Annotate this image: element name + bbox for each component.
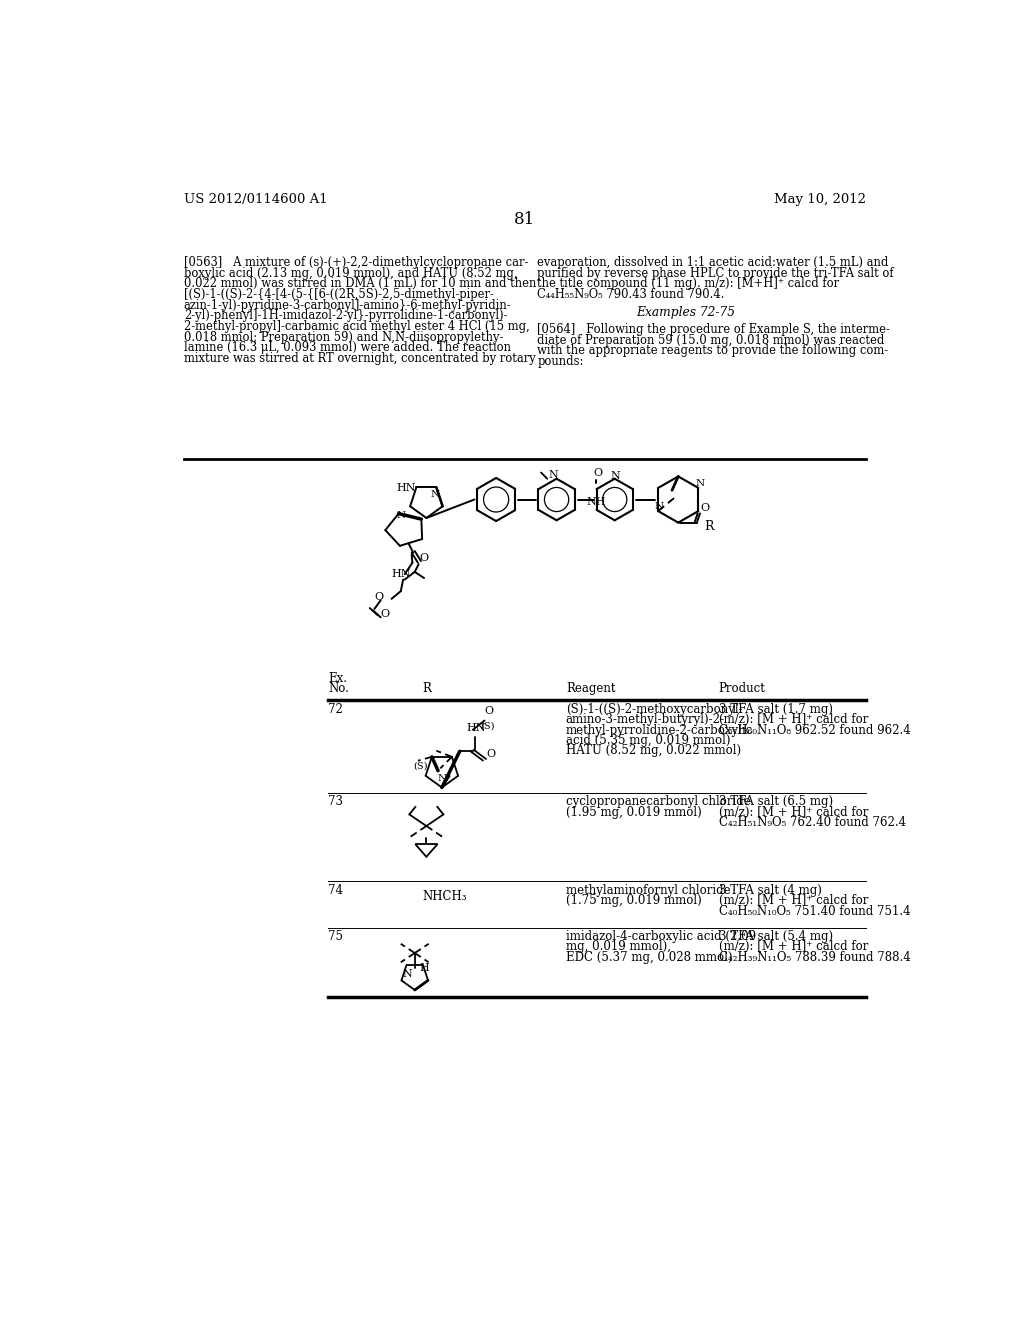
Text: imidazol-4-carboxylic acid (2.09: imidazol-4-carboxylic acid (2.09	[566, 931, 756, 942]
Text: HATU (8.52 mg, 0.022 mmol): HATU (8.52 mg, 0.022 mmol)	[566, 744, 741, 758]
Text: (m/z): [M + H]⁺ calcd for: (m/z): [M + H]⁺ calcd for	[719, 894, 868, 907]
Text: [0563]   A mixture of (s)-(+)-2,2-dimethylcyclopropane car-: [0563] A mixture of (s)-(+)-2,2-dimethyl…	[183, 256, 528, 269]
Text: 72: 72	[328, 702, 343, 715]
Text: [0564]   Following the procedure of Example S, the interme-: [0564] Following the procedure of Exampl…	[538, 323, 890, 337]
Text: O: O	[484, 706, 494, 717]
Text: O: O	[381, 609, 390, 619]
Text: R: R	[423, 682, 431, 696]
Text: N: N	[430, 490, 439, 499]
Text: O: O	[593, 469, 602, 478]
Text: 0.022 mmol) was stirred in DMA (1 mL) for 10 min and then: 0.022 mmol) was stirred in DMA (1 mL) fo…	[183, 277, 537, 290]
Text: O: O	[420, 553, 428, 564]
Text: (S)-1-((S)-2-methoxycarbonyl-: (S)-1-((S)-2-methoxycarbonyl-	[566, 702, 742, 715]
Text: diate of Preparation 59 (15.0 mg, 0.018 mmol) was reacted: diate of Preparation 59 (15.0 mg, 0.018 …	[538, 334, 885, 347]
Text: N: N	[655, 502, 665, 511]
Text: (m/z): [M + H]⁺ calcd for: (m/z): [M + H]⁺ calcd for	[719, 940, 868, 953]
Text: purified by reverse phase HPLC to provide the tri-TFA salt of: purified by reverse phase HPLC to provid…	[538, 267, 894, 280]
Text: N: N	[438, 775, 447, 783]
Text: (1.75 mg, 0.019 mmol): (1.75 mg, 0.019 mmol)	[566, 894, 701, 907]
Text: azin-1-yl)-pyridine-3-carbonyl]-amino}-6-methyl-pyridin-: azin-1-yl)-pyridine-3-carbonyl]-amino}-6…	[183, 298, 511, 312]
Text: N: N	[549, 470, 558, 480]
Text: HN: HN	[467, 722, 486, 733]
Text: US 2012/0114600 A1: US 2012/0114600 A1	[183, 193, 328, 206]
Text: H: H	[420, 964, 430, 973]
Text: (m/z): [M + H]⁺ calcd for: (m/z): [M + H]⁺ calcd for	[719, 713, 868, 726]
Text: acid (5.35 mg, 0.019 mmol): acid (5.35 mg, 0.019 mmol)	[566, 734, 730, 747]
Text: No.: No.	[328, 682, 349, 696]
Text: the title compound (11 mg). m/z): [M+H]⁺ calcd for: the title compound (11 mg). m/z): [M+H]⁺…	[538, 277, 840, 290]
Text: 3 TFA salt (6.5 mg): 3 TFA salt (6.5 mg)	[719, 795, 833, 808]
Text: (m/z): [M + H]⁺ calcd for: (m/z): [M + H]⁺ calcd for	[719, 805, 868, 818]
Text: NHCH₃: NHCH₃	[423, 890, 467, 903]
Text: lamine (16.3 μL, 0.093 mmol) were added. The reaction: lamine (16.3 μL, 0.093 mmol) were added.…	[183, 341, 511, 354]
Text: 73: 73	[328, 795, 343, 808]
Text: 2-yl)-phenyl]-1H-imidazol-2-yl}-pyrrolidine-1-carbonyl)-: 2-yl)-phenyl]-1H-imidazol-2-yl}-pyrrolid…	[183, 309, 507, 322]
Text: O: O	[700, 503, 709, 513]
Text: C₄₂H₃₉N₁₁O₅ 788.39 found 788.4: C₄₂H₃₉N₁₁O₅ 788.39 found 788.4	[719, 950, 910, 964]
Text: R: R	[705, 520, 714, 533]
Text: HN: HN	[396, 483, 416, 494]
Text: N: N	[402, 969, 412, 978]
Text: O: O	[486, 750, 496, 759]
Text: (S): (S)	[414, 762, 428, 771]
Text: mixture was stirred at RT overnight, concentrated by rotary: mixture was stirred at RT overnight, con…	[183, 352, 536, 364]
Text: with the appropriate reagents to provide the following com-: with the appropriate reagents to provide…	[538, 345, 889, 358]
Text: N: N	[610, 471, 620, 482]
Text: pounds:: pounds:	[538, 355, 584, 368]
Text: N: N	[396, 511, 406, 520]
Text: O: O	[375, 593, 384, 602]
Text: N: N	[695, 479, 705, 487]
Text: EDC (5.37 mg, 0.028 mmol): EDC (5.37 mg, 0.028 mmol)	[566, 950, 732, 964]
Text: Reagent: Reagent	[566, 682, 615, 696]
Text: (S): (S)	[480, 722, 495, 731]
Text: C₅₁H₆₀N₁₁O₈ 962.52 found 962.4: C₅₁H₆₀N₁₁O₈ 962.52 found 962.4	[719, 723, 910, 737]
Text: methyl-pyrrolidine-2-carboxylic: methyl-pyrrolidine-2-carboxylic	[566, 723, 753, 737]
Text: 3 TFA salt (1.7 mg): 3 TFA salt (1.7 mg)	[719, 702, 833, 715]
Text: [(S)-1-((S)-2-{4-[4-(5-{[6-((2R,5S)-2,5-dimethyl-piper-: [(S)-1-((S)-2-{4-[4-(5-{[6-((2R,5S)-2,5-…	[183, 288, 494, 301]
Text: C₄₄H₅₅N₉O₅ 790.43 found 790.4.: C₄₄H₅₅N₉O₅ 790.43 found 790.4.	[538, 288, 725, 301]
Text: 81: 81	[514, 211, 536, 228]
Text: C₄₀H₅₀N₁₀O₅ 751.40 found 751.4: C₄₀H₅₀N₁₀O₅ 751.40 found 751.4	[719, 904, 910, 917]
Text: evaporation, dissolved in 1:1 acetic acid:water (1.5 mL) and: evaporation, dissolved in 1:1 acetic aci…	[538, 256, 889, 269]
Text: 3 TFA salt (5.4 mg): 3 TFA salt (5.4 mg)	[719, 931, 833, 942]
Text: Ex.: Ex.	[328, 672, 347, 685]
Text: 0.018 mmol; Preparation 59) and N,N-diisopropylethy-: 0.018 mmol; Preparation 59) and N,N-diis…	[183, 330, 503, 343]
Text: 2-methyl-propyl]-carbamic acid methyl ester 4 HCl (15 mg,: 2-methyl-propyl]-carbamic acid methyl es…	[183, 319, 529, 333]
Text: May 10, 2012: May 10, 2012	[774, 193, 866, 206]
Text: HN: HN	[391, 569, 411, 578]
Text: amino-3-methyl-butyryl)-2-: amino-3-methyl-butyryl)-2-	[566, 713, 725, 726]
Text: (1.95 mg, 0.019 mmol): (1.95 mg, 0.019 mmol)	[566, 805, 701, 818]
Text: Examples 72-75: Examples 72-75	[637, 306, 735, 319]
Text: cyclopropanecarbonyl chloride: cyclopropanecarbonyl chloride	[566, 795, 751, 808]
Text: 75: 75	[328, 931, 343, 942]
Text: C₄₂H₅₁N₉O₅ 762.40 found 762.4: C₄₂H₅₁N₉O₅ 762.40 found 762.4	[719, 816, 905, 829]
Text: mg, 0.019 mmol),: mg, 0.019 mmol),	[566, 940, 671, 953]
Text: Product: Product	[719, 682, 765, 696]
Text: NH: NH	[587, 496, 606, 507]
Text: 3 TFA salt (4 mg): 3 TFA salt (4 mg)	[719, 884, 821, 896]
Text: methylaminofornyl chloride: methylaminofornyl chloride	[566, 884, 730, 896]
Text: 74: 74	[328, 884, 343, 896]
Text: boxylic acid (2.13 mg, 0.019 mmol), and HATU (8.52 mg,: boxylic acid (2.13 mg, 0.019 mmol), and …	[183, 267, 517, 280]
